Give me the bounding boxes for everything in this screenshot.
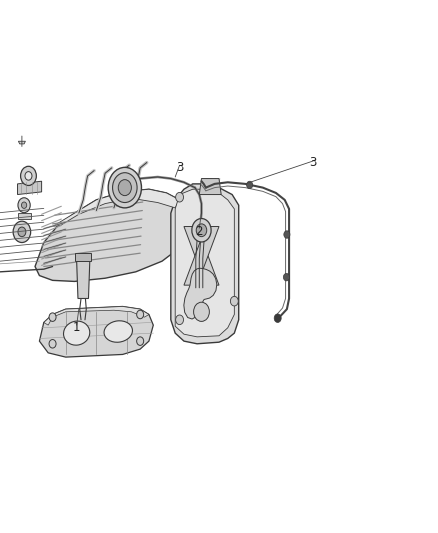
Circle shape [113, 173, 137, 203]
Circle shape [283, 273, 290, 281]
Polygon shape [184, 268, 217, 319]
Circle shape [274, 314, 281, 322]
Polygon shape [44, 306, 149, 325]
Circle shape [18, 198, 30, 213]
Polygon shape [39, 306, 153, 357]
Circle shape [49, 313, 56, 321]
Circle shape [196, 224, 207, 237]
Polygon shape [184, 227, 219, 285]
Circle shape [176, 315, 184, 325]
Polygon shape [18, 181, 42, 195]
Polygon shape [175, 189, 234, 337]
Circle shape [137, 337, 144, 345]
Ellipse shape [64, 321, 90, 345]
Circle shape [13, 221, 31, 243]
Circle shape [230, 296, 238, 306]
Circle shape [284, 231, 290, 238]
Ellipse shape [104, 321, 132, 342]
Polygon shape [184, 227, 219, 285]
Circle shape [108, 167, 141, 208]
Circle shape [137, 310, 144, 319]
Circle shape [25, 172, 32, 180]
Circle shape [176, 192, 184, 202]
Polygon shape [171, 184, 239, 344]
Polygon shape [75, 253, 91, 261]
Polygon shape [77, 261, 90, 298]
Circle shape [21, 202, 27, 208]
Circle shape [192, 219, 211, 242]
Circle shape [247, 181, 253, 189]
Circle shape [18, 227, 26, 237]
Circle shape [21, 166, 36, 185]
Polygon shape [18, 213, 31, 219]
Text: 3: 3 [310, 156, 317, 169]
Polygon shape [35, 189, 193, 281]
Text: 2: 2 [195, 225, 203, 238]
Circle shape [118, 180, 131, 196]
Circle shape [194, 302, 209, 321]
Polygon shape [53, 189, 180, 227]
Text: 1: 1 [73, 321, 81, 334]
Text: 3: 3 [176, 161, 183, 174]
Circle shape [49, 340, 56, 348]
Polygon shape [18, 141, 25, 144]
Polygon shape [199, 179, 221, 195]
